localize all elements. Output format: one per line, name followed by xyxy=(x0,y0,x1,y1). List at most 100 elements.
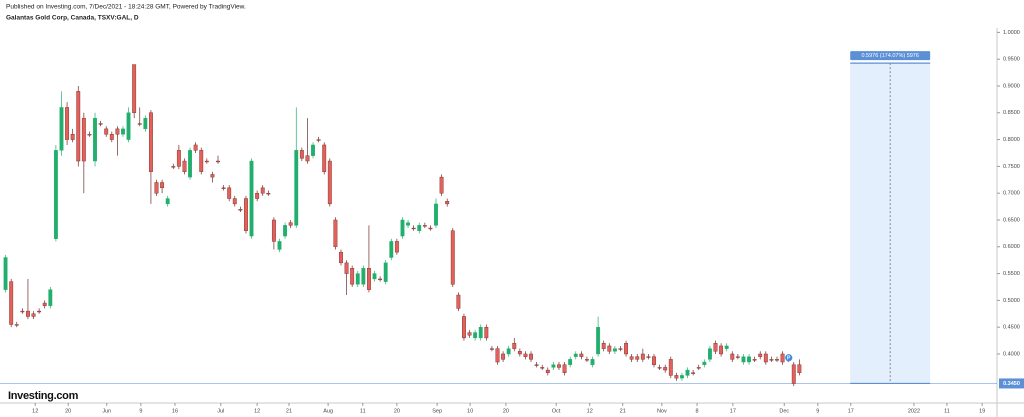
x-tick-label: 12 xyxy=(32,408,38,414)
candle-body xyxy=(663,367,668,371)
candle-body xyxy=(14,324,19,326)
candle-body xyxy=(176,150,181,167)
candle-body xyxy=(115,128,120,135)
logo: Investing.com xyxy=(8,390,79,402)
candle-body xyxy=(417,225,422,231)
candle-body xyxy=(450,230,455,285)
candle-body xyxy=(238,209,243,211)
candle-body xyxy=(473,332,478,339)
candle-body xyxy=(244,198,248,231)
candle-body xyxy=(366,268,371,290)
marker xyxy=(785,354,793,362)
candle-body xyxy=(277,241,282,250)
candle-body xyxy=(489,348,494,350)
candle-body xyxy=(691,372,696,374)
candle-body xyxy=(260,187,265,194)
candle-body xyxy=(434,203,438,226)
candle-body xyxy=(501,353,506,360)
candle-body xyxy=(126,112,131,140)
x-tick-label: 21 xyxy=(620,408,626,414)
candle-body xyxy=(635,356,640,360)
candle-body xyxy=(512,343,517,349)
candle-body xyxy=(607,345,612,352)
candle-body xyxy=(271,219,276,242)
candle-body xyxy=(579,353,584,357)
candle-body xyxy=(668,359,673,376)
x-tick-label: 11 xyxy=(944,408,950,414)
candle-body xyxy=(81,117,86,162)
candle-body xyxy=(255,192,260,199)
candle-body xyxy=(378,278,383,281)
candle-body xyxy=(350,268,355,285)
candle-body xyxy=(98,123,103,125)
y-tick-label: 0.9000 xyxy=(1003,83,1020,89)
x-tick-label: 16 xyxy=(172,408,178,414)
measure-label-bg xyxy=(850,51,931,61)
candle-body xyxy=(741,356,746,363)
candle-body xyxy=(143,117,148,130)
y-tick-label: 0.6500 xyxy=(1003,217,1020,223)
candle-body xyxy=(590,359,595,365)
candle-body xyxy=(148,112,153,172)
candle-body xyxy=(775,359,779,361)
candle-body xyxy=(529,353,533,360)
candle-body xyxy=(724,345,729,349)
candle-body xyxy=(758,353,763,357)
candle-body xyxy=(713,343,718,352)
candle-body xyxy=(294,150,299,226)
candle-body xyxy=(232,198,237,205)
candle-body xyxy=(333,219,338,247)
candle-body xyxy=(422,225,427,227)
candle-body xyxy=(361,268,366,285)
x-tick-label: Jul xyxy=(217,408,224,414)
candle-body xyxy=(495,348,500,363)
candle-body xyxy=(562,364,567,373)
x-tick-label: 9 xyxy=(816,408,819,414)
candle-body xyxy=(344,262,349,274)
candle-body xyxy=(372,273,377,280)
candle-body xyxy=(618,348,623,350)
candle-body xyxy=(3,257,8,290)
candle-body xyxy=(389,241,394,258)
candle-body xyxy=(193,144,198,151)
candle-body xyxy=(797,364,802,373)
candle-body xyxy=(355,273,360,285)
candle-body xyxy=(37,310,42,313)
candle-body xyxy=(545,369,550,373)
candle-body xyxy=(210,174,215,178)
candle-body xyxy=(523,353,528,357)
candle-body xyxy=(53,150,58,239)
candle-body xyxy=(456,294,461,309)
chart-title: Galantas Gold Corp, Canada, TSXV:GAL, D xyxy=(6,15,139,22)
candle-body xyxy=(109,134,114,140)
candle-body xyxy=(154,182,159,194)
candle-body xyxy=(411,227,416,230)
candle-body xyxy=(568,359,573,365)
x-tick-label: 12 xyxy=(254,408,260,414)
candle-body xyxy=(791,364,796,384)
candle-body xyxy=(20,310,25,313)
last-price-tag xyxy=(999,378,1024,389)
y-tick-label: 0.7500 xyxy=(1003,164,1020,170)
x-tick-label: 11 xyxy=(360,408,366,414)
candle-body xyxy=(322,144,327,172)
candle-body xyxy=(462,316,466,339)
candle-body xyxy=(747,356,751,363)
candle-body xyxy=(467,332,472,336)
candle-body xyxy=(93,117,97,162)
x-tick-label: 21 xyxy=(286,408,292,414)
candle-body xyxy=(76,91,81,162)
candle-body xyxy=(87,134,92,136)
candle-body xyxy=(680,375,684,379)
y-tick-label: 0.4000 xyxy=(1003,351,1020,357)
candle-body xyxy=(640,353,645,360)
candle-body xyxy=(288,222,293,226)
y-tick-label: 0.4500 xyxy=(1003,325,1020,331)
candle-body xyxy=(730,353,735,360)
candle-body xyxy=(42,302,47,306)
candle-body xyxy=(624,343,629,355)
x-tick-label: 17 xyxy=(730,408,736,414)
candle-body xyxy=(629,356,634,360)
candle-body xyxy=(769,359,774,361)
x-tick-label: 20 xyxy=(65,408,71,414)
